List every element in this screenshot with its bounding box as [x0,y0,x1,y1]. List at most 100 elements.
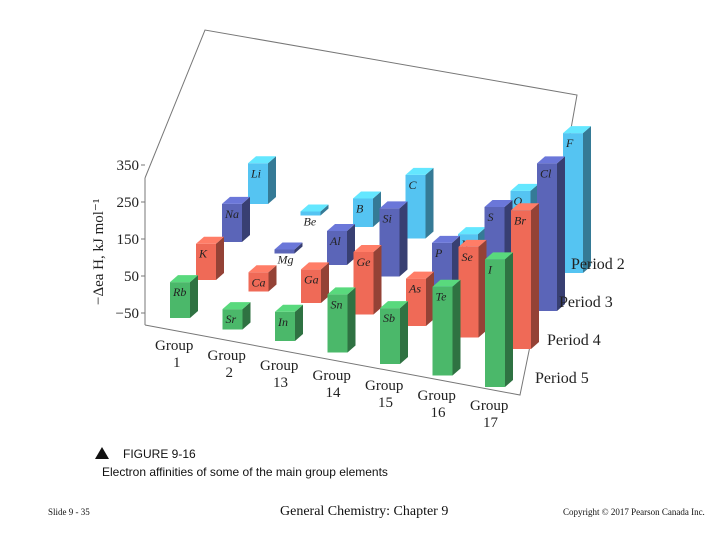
bar-side-face [426,271,434,326]
bar-side-face [242,302,251,330]
bar-top-face [380,301,408,309]
element-label: B [356,202,364,216]
bar-side-face [295,304,303,341]
element-label: F [565,136,574,150]
bar-top-face [327,223,355,231]
element-label: Be [304,215,317,229]
bar-top-face [248,265,277,273]
bar-te: Te [432,279,461,376]
bar-front-face [248,272,269,292]
bar-side-face [268,265,277,292]
bar-side-face [216,236,224,280]
bar-top-face [405,167,434,175]
bar-top-face [222,302,251,310]
element-label: Al [329,234,341,248]
bar-be: Be [300,204,329,229]
bar-front-face [353,198,373,227]
bar-side-face [190,275,198,318]
bar-top-face [222,196,250,204]
bar-top-face [510,183,539,191]
element-label: K [198,247,208,261]
element-label: Te [436,290,448,304]
bar-side-face [399,201,408,277]
bar-top-face [537,156,565,164]
element-label: S [488,210,494,224]
bar-front-face [301,269,321,303]
y-tick-label: 350 [117,158,140,174]
element-label: Ge [357,255,372,269]
bar-top-face [379,201,408,209]
bar-front-face [485,259,505,387]
bar-side-face [583,126,591,273]
element-label: In [277,315,288,329]
bar-si: Si [379,201,408,277]
bar-side-face [242,196,250,242]
y-tick-label: 250 [117,195,140,211]
bar-p: P [432,235,460,288]
period-labels: Period 2 Period 3 Period 4 Period 5 [535,256,625,387]
bars: LiBeBCNOFNaMgAlSiPSClKCaGaGeAsSeBrRbSrIn… [170,126,591,387]
bar-rb: Rb [170,275,198,318]
bar-side-face [373,244,382,315]
bar-side-face [531,203,539,349]
bar-front-face [300,211,321,216]
y-axis-label: −Δea H, kJ mol⁻¹ [91,199,107,305]
bar-side-face [452,279,461,376]
bar-front-face [327,294,348,353]
element-label: O [514,194,523,208]
group-label: Group 14 [313,368,351,401]
bar-na: Na [222,196,250,242]
bar-top-face [301,262,329,270]
bar-i: I [485,252,513,387]
bar-side-face [347,287,356,353]
bar-side-face [321,262,329,303]
bar-front-face [327,230,347,265]
bar-top-face [406,271,434,279]
element-label: Rb [172,285,186,299]
bar-front-face [432,286,453,376]
bar-side-face [400,301,408,364]
bar-top-face [458,227,486,235]
element-label: Sn [331,297,343,311]
bar-al: Al [327,223,355,265]
bar-side-face [425,167,434,239]
element-label: I [487,262,493,276]
group-label: Group 16 [418,388,456,421]
bar-top-face [274,242,303,250]
bar-top-face [327,287,356,295]
bar-top-face [432,235,460,243]
bar-top-face [300,204,329,212]
bar-ca: Ca [248,265,277,292]
bar-top-face [196,236,224,244]
element-label: Si [383,211,392,225]
bar-in: In [275,304,303,341]
element-label: Ga [304,272,319,286]
bar-front-face [222,203,242,242]
triangle-icon [95,447,109,459]
bar-top-face [563,126,591,134]
group-label: Group 1 [155,338,193,371]
bar-front-face [275,311,295,341]
group-labels: Group 1 Group 2 Group 13 Group 14 Group 15 Group 16… [155,338,508,431]
bar-top-face [170,275,198,283]
element-label: Li [250,166,261,180]
bar-front-face [432,242,452,288]
element-label: Sb [383,311,395,325]
bar-se: Se [458,239,487,338]
bar-cl: Cl [537,156,565,311]
element-label: Sr [226,312,237,326]
group-label: Group 15 [365,378,403,411]
element-label: P [434,246,443,260]
bar-front-face [222,309,243,330]
bar-front-face [458,246,479,338]
bar-sn: Sn [327,287,356,353]
group-label: Group 17 [470,398,508,431]
footer-title: General Chemistry: Chapter 9 [280,504,449,519]
copyright: Copyright © 2017 Pearson Canada Inc. [563,507,705,517]
bar-mg: Mg [274,242,303,267]
bar-top-face [484,200,513,207]
bar-f: F [563,126,591,273]
figure-description: Electron affinities of some of the main … [102,465,388,479]
bar-top-face [511,203,539,211]
bar-front-face [274,249,295,254]
